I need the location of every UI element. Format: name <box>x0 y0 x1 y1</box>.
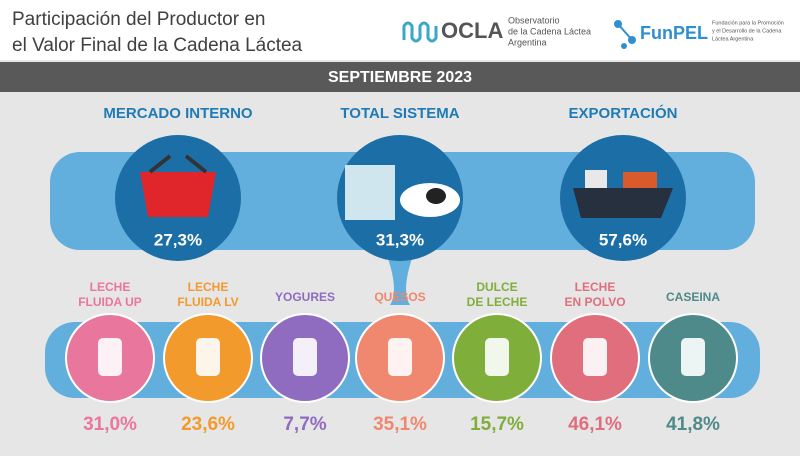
ship-icon <box>573 188 673 218</box>
title-line: Participación del Productor en <box>12 9 265 30</box>
basket-handle <box>148 154 208 174</box>
product-icon <box>196 338 220 376</box>
basket-icon <box>140 172 216 217</box>
market-label: TOTAL SISTEMA <box>340 105 459 122</box>
product-label: LECHE <box>575 280 616 294</box>
ocla-text: Argentina <box>508 37 547 47</box>
funpel-name: FunPEL <box>640 23 708 43</box>
header-band <box>0 0 800 60</box>
product-value: 23,6% <box>181 414 235 435</box>
period: SEPTIEMBRE 2023 <box>328 69 472 86</box>
product-value: 7,7% <box>283 414 326 435</box>
product-label: FLUIDA LV <box>177 295 238 309</box>
product-icon <box>98 338 122 376</box>
product-icon <box>681 338 705 376</box>
ocla-text: de la Cadena Láctea <box>508 26 591 36</box>
market-label: MERCADO INTERNO <box>103 105 252 122</box>
product-value: 46,1% <box>568 414 622 435</box>
product-label: DE LECHE <box>467 295 528 309</box>
product-label: FLUIDA UP <box>78 295 142 309</box>
funpel-text: y el Desarrollo de la Cadena <box>712 28 782 34</box>
market-value: 27,3% <box>154 230 202 249</box>
product-label: EN POLVO <box>564 295 625 309</box>
market-value: 57,6% <box>599 230 647 249</box>
markets: MERCADO INTERNO 27,3% TOTAL SISTEMA 31,3% EX… <box>103 104 686 261</box>
funpel-logo-mark <box>614 20 636 49</box>
ocla-name: OCLA <box>441 18 503 43</box>
product-icon <box>485 338 509 376</box>
market-label: EXPORTACIÓN <box>569 104 678 122</box>
connector <box>385 250 415 305</box>
ocla-logo-mark <box>402 21 438 43</box>
product-label: YOGURES <box>275 290 335 304</box>
product-label: LECHE <box>90 280 131 294</box>
bridge <box>585 170 607 188</box>
container <box>623 172 657 188</box>
ocla-text: Observatorio <box>508 15 560 25</box>
cow-spot <box>426 188 446 204</box>
product-value: 31,0% <box>83 414 137 435</box>
product-icon <box>293 338 317 376</box>
product-label: QUESOS <box>374 290 425 304</box>
product-label: CASEINA <box>666 290 720 304</box>
product-value: 41,8% <box>666 414 720 435</box>
title-line: el Valor Final de la Cadena Láctea <box>12 35 303 56</box>
product-label: LECHE <box>188 280 229 294</box>
period-band <box>0 62 800 92</box>
product-value: 15,7% <box>470 414 524 435</box>
market-value: 31,3% <box>376 230 424 249</box>
product-icon <box>388 338 412 376</box>
funpel-text: Láctea Argentina <box>712 36 754 42</box>
factory-icon <box>345 165 395 220</box>
product-value: 35,1% <box>373 414 427 435</box>
product-label: DULCE <box>476 280 517 294</box>
funpel-text: Fundación para la Promoción <box>712 20 784 26</box>
product-icon <box>583 338 607 376</box>
